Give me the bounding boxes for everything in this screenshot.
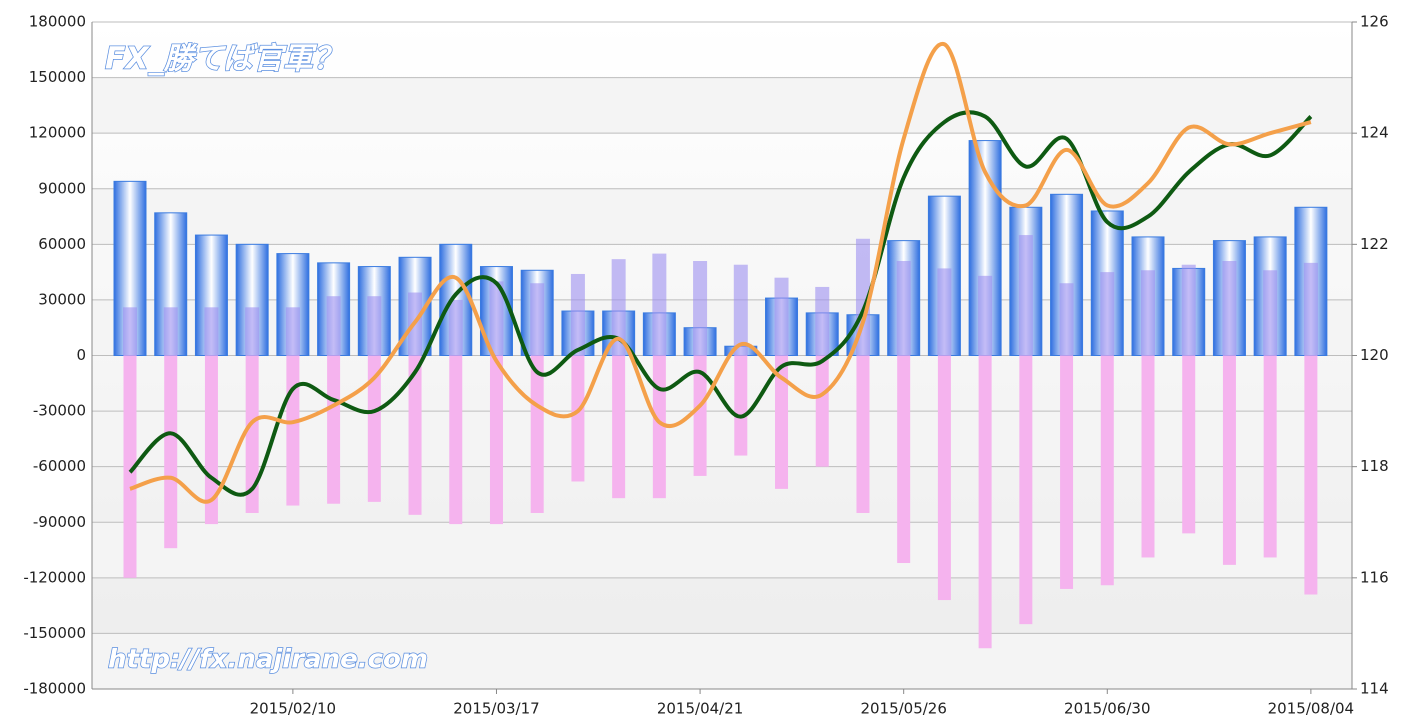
y2-tick-label: 114 bbox=[1360, 680, 1389, 698]
bar bbox=[367, 355, 381, 502]
bar bbox=[693, 355, 707, 476]
y-tick-label: 180000 bbox=[29, 13, 86, 31]
bar bbox=[204, 307, 219, 356]
x-tick-label: 2015/04/21 bbox=[657, 700, 743, 718]
bar bbox=[978, 275, 993, 356]
bar bbox=[449, 355, 463, 525]
bar bbox=[1222, 261, 1237, 356]
grid-band bbox=[92, 522, 1352, 578]
bar bbox=[530, 283, 545, 356]
bar bbox=[1141, 355, 1155, 558]
y-tick-label: -150000 bbox=[23, 624, 86, 642]
bar bbox=[570, 273, 585, 356]
bar bbox=[285, 307, 300, 356]
bar bbox=[652, 253, 667, 356]
y-tick-label: -60000 bbox=[33, 457, 86, 475]
grid-band bbox=[92, 188, 1352, 245]
y2-tick-label: 126 bbox=[1360, 13, 1389, 31]
grid-band bbox=[92, 633, 1352, 689]
bar bbox=[612, 355, 626, 499]
bar bbox=[448, 299, 463, 356]
bar bbox=[937, 355, 951, 601]
bar bbox=[571, 355, 585, 482]
line bbox=[128, 110, 1313, 497]
y2-tick-label: 118 bbox=[1360, 457, 1389, 475]
bar bbox=[693, 261, 708, 356]
bar bbox=[1100, 272, 1115, 356]
bar bbox=[734, 355, 748, 456]
bar bbox=[408, 355, 422, 515]
y2-tick-label: 120 bbox=[1360, 346, 1389, 364]
bar bbox=[1019, 355, 1033, 625]
bar bbox=[978, 355, 992, 649]
bar bbox=[1263, 355, 1277, 558]
bar bbox=[1303, 262, 1318, 356]
line bbox=[129, 42, 1312, 504]
bar bbox=[774, 277, 789, 356]
bar bbox=[1059, 283, 1074, 356]
y-tick-label: 0 bbox=[76, 346, 86, 364]
bar bbox=[856, 355, 870, 513]
y-tick-label: -120000 bbox=[23, 568, 86, 586]
bar bbox=[1181, 264, 1196, 356]
x-tick-label: 2015/02/10 bbox=[250, 700, 336, 718]
bar bbox=[1263, 270, 1278, 356]
bar bbox=[245, 307, 260, 356]
bar bbox=[1100, 355, 1114, 586]
bar bbox=[815, 355, 829, 467]
bar bbox=[937, 268, 952, 356]
watermark: http://fx.najirane.com bbox=[108, 645, 428, 675]
chart-title: FX_勝てば官軍？ bbox=[105, 42, 343, 77]
bar bbox=[1304, 355, 1318, 595]
bar bbox=[367, 296, 382, 356]
y-tick-label: 60000 bbox=[38, 235, 86, 253]
bar bbox=[775, 355, 789, 489]
bar bbox=[163, 307, 178, 356]
x-tick-label: 2015/03/17 bbox=[453, 700, 539, 718]
y-tick-label: -180000 bbox=[23, 680, 86, 698]
bar bbox=[1222, 355, 1236, 565]
bar bbox=[123, 307, 137, 356]
y-tick-label: 120000 bbox=[29, 124, 86, 142]
bar bbox=[611, 259, 626, 356]
bar bbox=[733, 264, 748, 356]
y2-tick-label: 116 bbox=[1360, 568, 1389, 586]
bar bbox=[489, 355, 503, 525]
bar bbox=[855, 238, 870, 356]
bar bbox=[123, 355, 137, 578]
bar bbox=[530, 355, 544, 513]
x-tick-label: 2015/06/30 bbox=[1064, 700, 1150, 718]
bar bbox=[327, 355, 341, 504]
bar bbox=[286, 355, 300, 506]
bar bbox=[326, 296, 341, 356]
y-tick-label: 30000 bbox=[38, 290, 86, 308]
bar bbox=[815, 286, 830, 356]
y2-tick-label: 122 bbox=[1360, 235, 1389, 253]
bar bbox=[897, 355, 911, 564]
y-tick-label: -90000 bbox=[33, 513, 86, 531]
bar bbox=[1182, 355, 1196, 534]
y2-tick-label: 124 bbox=[1360, 124, 1389, 142]
bar bbox=[896, 261, 911, 356]
bar bbox=[1018, 235, 1033, 356]
bar bbox=[489, 281, 504, 356]
y-tick-label: 90000 bbox=[38, 179, 86, 197]
bar bbox=[1141, 270, 1155, 356]
y-tick-label: -30000 bbox=[33, 402, 86, 420]
y-tick-label: 150000 bbox=[29, 68, 86, 86]
bar bbox=[245, 355, 259, 513]
bar bbox=[1060, 355, 1074, 589]
bar bbox=[164, 355, 178, 549]
grid-band bbox=[92, 77, 1352, 134]
x-tick-label: 2015/05/26 bbox=[860, 700, 946, 718]
x-tick-label: 2015/08/04 bbox=[1268, 700, 1354, 718]
